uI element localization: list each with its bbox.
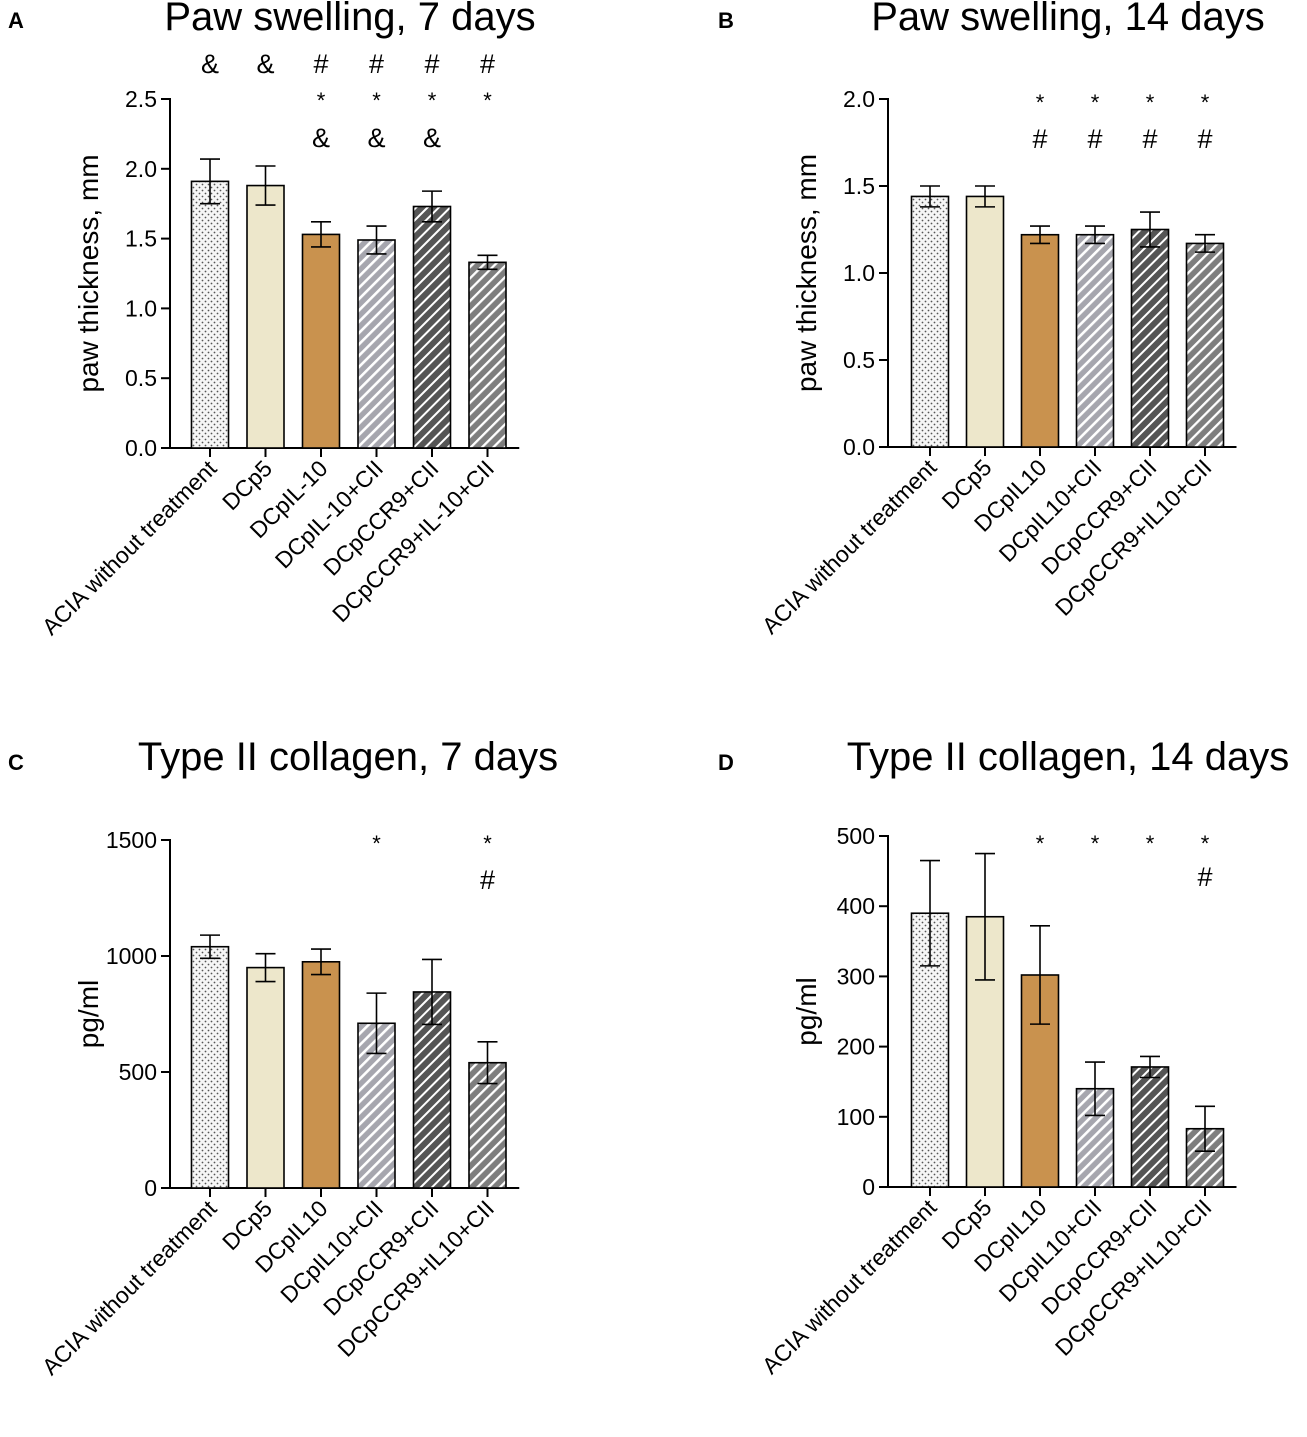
y-tick-label: 0 [144, 1175, 157, 1201]
y-tick-label: 300 [837, 963, 875, 989]
y-tick-label: 0 [862, 1174, 875, 1200]
significance-marker: * [372, 831, 381, 856]
y-tick-label: 0.0 [125, 435, 157, 461]
plot-area: 0.0 0.5 1.0 1.5 2.0 paw thickness, mm ACIA wit… [757, 86, 1237, 639]
bar [1185, 242, 1225, 448]
y-tick-label: 2.0 [843, 86, 875, 112]
bar [301, 960, 341, 1189]
significance-marker: & [201, 49, 219, 79]
panel-c: C Type II collagen, 7 days 0 500 1000 1500 p… [8, 735, 558, 1380]
panel-b: B Paw swelling, 14 days 0.0 0.5 1.0 1.5 2.0 p… [718, 0, 1265, 639]
significance-marker: * [483, 831, 492, 856]
significance-marker: * [1036, 90, 1045, 115]
x-tick-label: ACIA without treatment [37, 1195, 222, 1380]
y-tick-label: 500 [837, 823, 875, 849]
y-tick-label: 0.5 [125, 365, 157, 391]
significance-marker: * [1201, 831, 1210, 856]
bar [357, 239, 396, 449]
y-tick-label: 200 [837, 1034, 875, 1060]
bar [246, 966, 285, 1189]
significance-marker: & [367, 123, 385, 153]
y-tick-label: 1.0 [125, 295, 157, 321]
significance-marker: * [1091, 831, 1100, 856]
significance-marker: # [424, 49, 439, 79]
bar [910, 195, 950, 448]
x-tick-label: ACIA without treatment [37, 455, 222, 640]
bar [301, 233, 341, 449]
significance-marker: * [483, 88, 492, 113]
y-tick-label: 1000 [106, 943, 157, 969]
significance-marker: # [1087, 124, 1102, 154]
significance-marker: & [256, 49, 274, 79]
bar [190, 180, 230, 449]
significance-marker: # [1142, 124, 1157, 154]
panel-letter: B [718, 8, 734, 33]
y-tick-label: 1.0 [843, 260, 875, 286]
bar [1130, 228, 1170, 448]
significance-marker: * [1036, 831, 1045, 856]
significance-marker: * [1091, 90, 1100, 115]
panel-letter: A [8, 8, 24, 33]
x-tick-label: ACIA without treatment [757, 454, 942, 639]
y-axis-label: paw thickness, mm [73, 154, 104, 392]
bar [1020, 233, 1060, 448]
y-tick-label: 400 [837, 893, 875, 919]
y-tick-label: 1.5 [843, 173, 875, 199]
significance-marker: # [313, 49, 328, 79]
y-axis-label: paw thickness, mm [791, 154, 822, 392]
chart-title: Type II collagen, 7 days [138, 735, 558, 779]
significance-marker: * [317, 88, 326, 113]
y-axis-label: pg/ml [73, 980, 104, 1048]
plot-area: 0.0 0.5 1.0 1.5 2.0 2.5 paw thickness, mm ACIA … [37, 49, 520, 640]
significance-marker: * [1146, 90, 1155, 115]
bar [1130, 1066, 1170, 1188]
chart-title: Type II collagen, 14 days [847, 735, 1290, 779]
significance-marker: # [480, 865, 495, 895]
y-tick-label: 2.0 [125, 156, 157, 182]
significance-marker: * [1201, 90, 1210, 115]
bar [246, 184, 285, 449]
significance-marker: * [1146, 831, 1155, 856]
panel-a: A Paw swelling, 7 days 0.0 0.5 1.0 1.5 2.0 2.… [8, 0, 536, 640]
x-tick-label: ACIA without treatment [757, 1194, 942, 1379]
bar [190, 945, 230, 1189]
panel-d: D Type II collagen, 14 days 0 100 200 300 40… [718, 735, 1289, 1379]
significance-marker: # [1032, 124, 1047, 154]
chart-title: Paw swelling, 7 days [164, 0, 535, 39]
chart-title: Paw swelling, 14 days [871, 0, 1265, 39]
panel-letter: C [8, 750, 24, 775]
bar [412, 205, 452, 449]
significance-marker: * [428, 88, 437, 113]
significance-marker: # [1197, 124, 1212, 154]
y-tick-label: 500 [119, 1059, 157, 1085]
significance-marker: # [369, 49, 384, 79]
significance-marker: * [372, 88, 381, 113]
y-tick-label: 2.5 [125, 86, 157, 112]
bar [965, 195, 1005, 448]
significance-marker: # [1197, 862, 1212, 892]
y-tick-label: 0.0 [843, 434, 875, 460]
panel-letter: D [718, 750, 734, 775]
y-tick-label: 1.5 [125, 226, 157, 252]
significance-marker: & [312, 123, 330, 153]
y-tick-label: 1500 [106, 827, 157, 853]
y-axis-label: pg/ml [791, 977, 822, 1045]
significance-marker: # [480, 49, 495, 79]
y-tick-label: 100 [837, 1104, 875, 1130]
y-tick-label: 0.5 [843, 347, 875, 373]
bar [468, 261, 507, 449]
significance-marker: & [423, 123, 441, 153]
bar [1075, 233, 1115, 448]
plot-area: 0 100 200 300 400 500 pg/ml ACIA without treatm… [757, 823, 1237, 1379]
